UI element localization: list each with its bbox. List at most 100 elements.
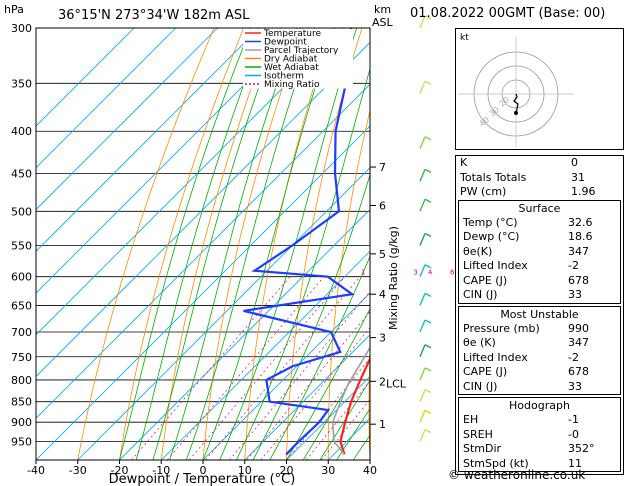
wet-adiabat-line	[302, 347, 370, 460]
isotherm-line	[36, 125, 370, 460]
mixing-ratio-line	[286, 357, 370, 460]
wind-barb-flag	[424, 15, 432, 20]
mixing-ratio-line	[189, 276, 346, 460]
x-tick-label: 20	[280, 464, 294, 477]
wet-adiabat-line	[135, 28, 266, 460]
hodo-row: EH -1	[463, 413, 579, 426]
wet-adiabat-line	[119, 28, 252, 460]
lcl-label: LCL	[386, 378, 407, 391]
km-tick-label: 3	[379, 332, 386, 345]
background-lines	[36, 28, 450, 460]
km-tick-label: 6	[379, 200, 386, 213]
x-tick-label: 30	[321, 464, 335, 477]
wind-barb-flag	[424, 428, 432, 434]
isotherm-line	[160, 250, 370, 460]
mixing-ratio-label: 6	[450, 269, 455, 277]
pressure-tick-label: 550	[11, 239, 32, 252]
hodograph-storm-point	[514, 111, 518, 115]
wind-barb-flag	[424, 80, 432, 86]
legend-bg	[243, 54, 353, 63]
isotherm-line	[36, 83, 370, 419]
km-tick-label: 4	[379, 288, 386, 301]
hodograph-panel: kt 40 30 20	[455, 28, 624, 150]
pressure-unit-label: hPa	[4, 3, 24, 16]
isotherm-line	[36, 28, 135, 127]
temperature-line	[339, 356, 370, 455]
hodograph-trace	[513, 93, 519, 114]
surface-row: Temp (°C) 32.6	[463, 215, 593, 229]
isotherm-line	[202, 292, 370, 460]
mixing-ratio-label: 2	[394, 269, 398, 277]
legend-bg	[243, 37, 353, 46]
surface-row: Lifted Index -2	[463, 259, 579, 272]
pressure-tick-label: 950	[11, 436, 32, 449]
parcel-trajectory-line	[331, 345, 370, 456]
pressure-tick-label: 350	[11, 77, 32, 90]
surface-title: Surface	[518, 201, 561, 215]
wind-barb	[419, 429, 426, 442]
wind-barb-flag	[424, 344, 432, 349]
surface-box: Surface Temp (°C) 32.6 Dewp (°C) 18.6 θe(K…	[458, 199, 621, 304]
pressure-tick-label: 300	[11, 22, 32, 35]
legend-entry: Dry Adiabat	[264, 55, 318, 65]
surface-row: CIN (J) 33	[463, 288, 582, 301]
wet-adiabat-line	[269, 255, 370, 460]
hodograph-params-box: Hodograph EH -1 SREH -0 StmDir 352° StmSpd …	[458, 397, 621, 472]
dry-adiabat-line	[408, 28, 450, 460]
wind-barb	[419, 319, 426, 333]
sounding-series	[243, 28, 370, 456]
pressure-tick-label: 600	[11, 271, 32, 284]
wet-adiabat-line	[169, 28, 298, 460]
most-unstable-title: Most Unstable	[500, 307, 579, 321]
wind-barb	[419, 233, 426, 246]
hodograph-unit-label: kt	[460, 33, 469, 43]
wet-adiabat-line	[252, 173, 370, 460]
legend-entry: Dewpoint	[264, 38, 307, 48]
wind-barb-flag	[424, 367, 432, 372]
wind-barb	[419, 199, 426, 212]
mixing-ratio-label: 3	[413, 269, 417, 277]
wind-barb	[419, 264, 426, 277]
dry-adiabat-line	[244, 28, 333, 460]
pressure-tick-label: 800	[11, 374, 32, 387]
legend-entry: Isotherm	[264, 72, 304, 82]
dry-adiabat-line	[286, 28, 363, 460]
isotherm-line	[36, 28, 260, 252]
wind-barb-flag	[424, 389, 432, 394]
wet-adiabat-line	[336, 408, 370, 460]
wet-adiabat-line	[185, 28, 315, 460]
x-axis-label: Dewpoint / Temperature (°C)	[109, 472, 296, 486]
wind-barb	[419, 389, 426, 402]
x-tick-label: 0	[200, 464, 207, 477]
wind-barb-flag	[424, 136, 432, 141]
mixing-ratio-axis-label: Mixing Ratio (g/kg)	[387, 226, 400, 330]
height-unit-label-asl: ASL	[372, 16, 394, 29]
wind-barb-flag	[424, 319, 432, 324]
height-unit-label: km	[374, 3, 391, 16]
x-tick-label: -20	[111, 464, 129, 477]
wind-barb	[419, 293, 426, 306]
mu-row: θe (K) 347	[463, 336, 589, 349]
dry-adiabat-line	[327, 108, 370, 460]
mu-row: Lifted Index -2	[463, 350, 579, 364]
legend-entry: Wet Adiabat	[264, 63, 319, 73]
wind-barb-flag	[424, 198, 432, 203]
surface-row: CAPE (J) 678	[463, 273, 589, 287]
wind-barb-flag	[424, 168, 432, 173]
dewpoint-line	[243, 28, 355, 456]
isotherm-line	[36, 28, 177, 169]
wind-barb-flag	[424, 232, 432, 238]
wind-barbs	[419, 15, 432, 442]
dry-adiabat-line	[119, 28, 244, 460]
hodo-row: StmSpd (kt) 11	[463, 456, 582, 470]
mu-row: CAPE (J) 678	[463, 365, 589, 378]
wind-barb	[419, 169, 426, 182]
hodograph-params-title: Hodograph	[509, 399, 570, 412]
wind-barb	[419, 367, 426, 381]
most-unstable-box: Most Unstable Pressure (mb) 990 θe (K) 347…	[458, 305, 621, 395]
pressure-tick-label: 400	[11, 125, 32, 138]
